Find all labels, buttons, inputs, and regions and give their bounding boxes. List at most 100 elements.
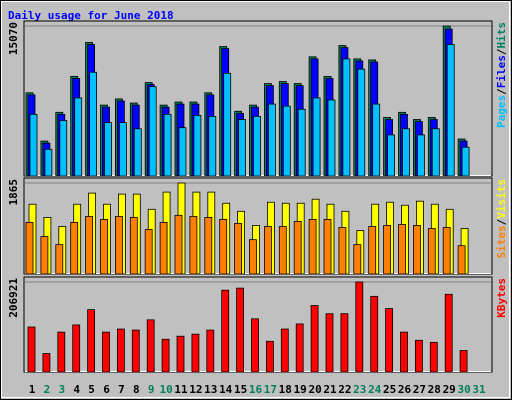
bar — [102, 331, 110, 373]
x-tick-label: 9 — [148, 383, 155, 396]
bar — [429, 341, 438, 373]
legend-entry: Hits — [495, 22, 508, 49]
bar — [383, 225, 392, 275]
bar — [278, 226, 287, 275]
x-tick-label: 16 — [249, 383, 263, 396]
bar — [457, 245, 466, 275]
bar — [253, 116, 261, 177]
bar — [338, 227, 347, 275]
bar — [236, 287, 245, 373]
bar — [446, 44, 455, 177]
x-tick-label: 17 — [264, 383, 277, 396]
bar — [193, 114, 202, 177]
bar — [444, 293, 453, 373]
legend-separator: / — [495, 48, 508, 55]
x-tick-label: 20 — [308, 383, 321, 396]
bar — [265, 340, 274, 373]
bar — [70, 222, 79, 275]
x-tick-label: 23 — [353, 383, 366, 396]
bar — [163, 113, 172, 177]
bar — [133, 128, 142, 177]
bar — [353, 244, 362, 275]
y-tick-label: 1865 — [7, 179, 20, 206]
bar — [146, 319, 155, 373]
x-tick-label: 7 — [118, 383, 125, 396]
bar — [416, 134, 425, 177]
bar — [42, 353, 51, 373]
bar — [176, 335, 185, 373]
legend: KBytes — [495, 278, 508, 318]
legend-entry: Visits — [495, 179, 508, 219]
bar — [40, 236, 49, 275]
x-tick-label: 25 — [383, 383, 396, 396]
bar — [370, 295, 379, 373]
bar — [72, 324, 81, 373]
bar — [119, 122, 127, 177]
bar — [117, 328, 125, 373]
bar — [115, 215, 123, 275]
bar — [342, 58, 351, 177]
bar — [204, 216, 213, 275]
bar — [178, 127, 187, 177]
bar — [412, 225, 421, 275]
bar — [414, 339, 423, 373]
bar — [459, 350, 468, 373]
y-tick-label: 15070 — [7, 22, 20, 55]
bar — [400, 331, 408, 373]
x-tick-label: 28 — [428, 383, 441, 396]
chart-title: Daily usage for June 2018 — [8, 9, 174, 22]
bar — [293, 221, 302, 275]
bar — [25, 222, 34, 275]
bar — [280, 328, 289, 373]
bar — [387, 134, 396, 177]
x-tick-label: 2 — [44, 383, 51, 396]
bar — [385, 308, 394, 373]
bar — [249, 239, 257, 275]
bar — [191, 333, 200, 373]
bar — [100, 218, 108, 275]
legend-entry: Pages — [495, 95, 508, 128]
bar — [357, 68, 366, 177]
bar — [44, 148, 53, 177]
x-tick-label: 13 — [204, 383, 217, 396]
bar — [148, 86, 157, 177]
bar — [55, 244, 64, 275]
bar — [355, 281, 364, 373]
x-tick-label: 29 — [443, 383, 456, 396]
x-tick-label: 10 — [159, 383, 172, 396]
bar — [295, 323, 304, 373]
legend-separator: / — [495, 88, 508, 95]
bar — [161, 338, 170, 373]
x-tick-label: 27 — [413, 383, 426, 396]
bar — [174, 214, 183, 275]
bar — [223, 72, 232, 177]
bar — [431, 128, 440, 177]
legend: Pages/Files/Hits — [495, 22, 508, 128]
x-tick-label: 6 — [103, 383, 110, 396]
bar — [219, 218, 228, 275]
bar — [144, 229, 153, 275]
bar — [398, 224, 406, 275]
x-tick-label: 1 — [29, 383, 36, 396]
bar — [208, 116, 217, 177]
x-tick-label: 30 — [457, 383, 470, 396]
bar — [238, 119, 247, 177]
bar — [74, 97, 83, 177]
bar — [327, 99, 336, 177]
x-tick-label: 15 — [234, 383, 247, 396]
x-tick-label: 18 — [279, 383, 292, 396]
bar — [312, 97, 321, 177]
bar — [323, 218, 332, 275]
bar — [402, 128, 410, 177]
x-tick-label: 24 — [368, 383, 382, 396]
legend-entry: Files — [495, 55, 508, 88]
bar — [85, 215, 93, 275]
x-tick-label: 3 — [58, 383, 65, 396]
bar — [325, 313, 334, 373]
bar — [129, 216, 138, 275]
bar — [234, 223, 243, 275]
x-tick-label: 21 — [323, 383, 337, 396]
bar — [57, 331, 66, 373]
legend: Sites/Visits — [495, 179, 508, 259]
